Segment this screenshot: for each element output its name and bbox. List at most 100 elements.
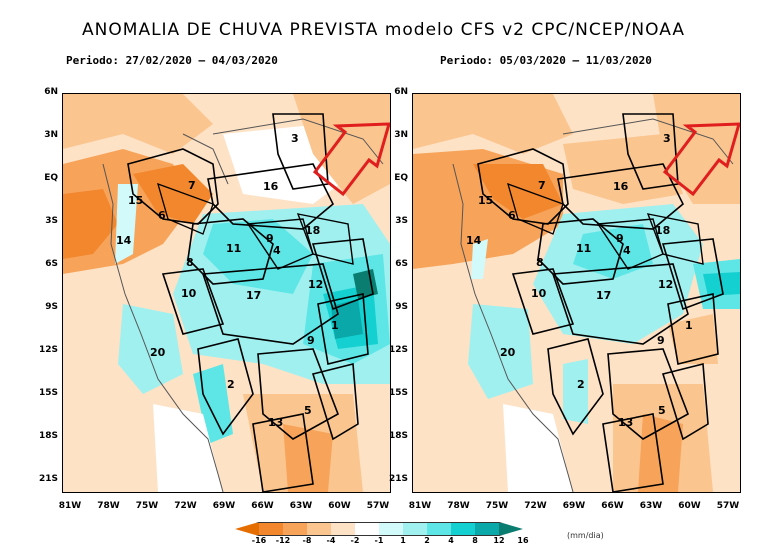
colorbar-swatch	[379, 522, 403, 536]
colorbar-tick-label: -2	[350, 536, 360, 545]
basin-label: 18	[305, 224, 320, 237]
lon-tick-label: 69W	[562, 501, 586, 511]
lat-tick-label: EQ	[394, 173, 408, 183]
colorbar-swatch	[283, 522, 307, 536]
lon-tick-label: 57W	[716, 501, 740, 511]
basin-label: 15	[478, 194, 493, 207]
lat-tick-label: 9S	[395, 302, 408, 312]
colorbar-tick-label: -8	[302, 536, 312, 545]
lon-tick-label: 66W	[601, 501, 624, 511]
basin-label: 10	[181, 287, 197, 300]
lon-tick-label: 75W	[135, 501, 159, 511]
basin-label: 8	[186, 256, 194, 269]
colorbar-swatch	[259, 522, 283, 536]
colorbar-tick-label: -1	[374, 536, 384, 545]
lon-tick-label: 78W	[447, 501, 470, 511]
basin-label: 3	[663, 132, 671, 145]
colorbar-tick-label: 12	[493, 536, 505, 545]
lon-tick-label: 69W	[212, 501, 236, 511]
lat-tick-label: 3S	[45, 216, 58, 226]
lon-tick-label: 60W	[678, 501, 701, 511]
basin-label: 20	[150, 346, 166, 359]
lon-tick-label: 81W	[58, 501, 82, 511]
basin-label: 8	[536, 256, 544, 269]
basin-label: 5	[304, 404, 312, 417]
period-right: Periodo: 05/03/2020 – 11/03/2020	[440, 54, 652, 67]
basin-label: 9	[657, 334, 665, 347]
basin-label: 6	[508, 209, 516, 222]
map-panel-right: 3 16 7 15 6 14 11 9 4 18 8 12 10 17 1 9 …	[412, 93, 741, 493]
colorbar-tick-label: 4	[448, 536, 454, 545]
basin-label: 7	[538, 179, 546, 192]
basin-label: 9	[266, 232, 274, 245]
basin-label: 16	[613, 180, 629, 193]
colorbar-tick-label: 2	[424, 536, 430, 545]
lat-tick-label: 6S	[395, 259, 408, 269]
basin-label: 11	[226, 242, 241, 255]
lat-tick-label: 3N	[394, 130, 408, 140]
map-panel-left: 3 16 7 15 6 14 11 9 4 18 8 12 10 17 1 9 …	[62, 93, 391, 493]
lat-tick-label: 15S	[388, 388, 408, 398]
basin-label: 7	[188, 179, 196, 192]
lon-tick-label: 78W	[97, 501, 120, 511]
basin-label: 1	[331, 319, 339, 332]
lat-tick-label: 21S	[38, 474, 58, 484]
map-left-svg: 3 16 7 15 6 14 11 9 4 18 8 12 10 17 1 9 …	[63, 94, 390, 492]
colorbar-swatch	[331, 522, 355, 536]
basin-label: 10	[531, 287, 547, 300]
basin-label: 12	[308, 278, 323, 291]
basin-label: 20	[500, 346, 516, 359]
lon-tick-label: 60W	[328, 501, 351, 511]
lat-tick-label: 18S	[388, 431, 408, 441]
lat-tick-label: 3N	[44, 130, 58, 140]
basin-label: 5	[658, 404, 666, 417]
basin-label: 2	[577, 378, 585, 391]
lon-tick-label: 75W	[485, 501, 509, 511]
lon-tick-label: 66W	[251, 501, 274, 511]
basin-label: 1	[685, 319, 693, 332]
lon-tick-label: 72W	[174, 501, 197, 511]
basin-label: 11	[576, 242, 591, 255]
colorbar-swatch	[355, 522, 379, 536]
lat-tick-label: 6S	[45, 259, 58, 269]
lat-tick-label: 6N	[394, 87, 408, 97]
red-arrow-annotation	[662, 122, 740, 197]
colorbar-tick-label: 16	[517, 536, 529, 545]
lat-tick-label: 6N	[44, 87, 58, 97]
lat-tick-label: 21S	[388, 474, 408, 484]
lat-tick-label: 3S	[395, 216, 408, 226]
lon-tick-label: 72W	[524, 501, 547, 511]
basin-label: 9	[307, 334, 315, 347]
lon-tick-label: 63W	[289, 501, 313, 511]
colorbar-tick-label: -4	[326, 536, 336, 545]
basin-label: 15	[128, 194, 143, 207]
map-right-svg: 3 16 7 15 6 14 11 9 4 18 8 12 10 17 1 9 …	[413, 94, 740, 492]
basin-label: 17	[246, 289, 261, 302]
basin-label: 16	[263, 180, 279, 193]
colorbar-tick-label: 8	[472, 536, 478, 545]
basin-label: 9	[616, 232, 624, 245]
lon-tick-label: 57W	[366, 501, 390, 511]
basin-label: 13	[618, 416, 633, 429]
colorbar-swatch	[427, 522, 451, 536]
basin-label: 4	[273, 244, 281, 257]
colorbar-swatch	[499, 522, 523, 536]
colorbar-swatch	[451, 522, 475, 536]
basin-label: 17	[596, 289, 611, 302]
colorbar-swatch	[475, 522, 499, 536]
colorbar-units: (mm/dia)	[567, 531, 604, 540]
period-left: Periodo: 27/02/2020 – 04/03/2020	[66, 54, 278, 67]
basin-label: 4	[623, 244, 631, 257]
lat-tick-label: EQ	[44, 173, 58, 183]
colorbar-swatch	[307, 522, 331, 536]
red-arrow-annotation	[312, 122, 390, 197]
figure-title: ANOMALIA DE CHUVA PREVISTA modelo CFS v2…	[82, 20, 685, 40]
basin-label: 2	[227, 378, 235, 391]
colorbar-tick-label: -16	[251, 536, 267, 545]
lat-tick-label: 15S	[38, 388, 58, 398]
basin-label: 18	[655, 224, 670, 237]
basin-label: 14	[466, 234, 482, 247]
basin-label: 6	[158, 209, 166, 222]
basin-label: 3	[291, 132, 299, 145]
lat-tick-label: 12S	[388, 345, 408, 355]
